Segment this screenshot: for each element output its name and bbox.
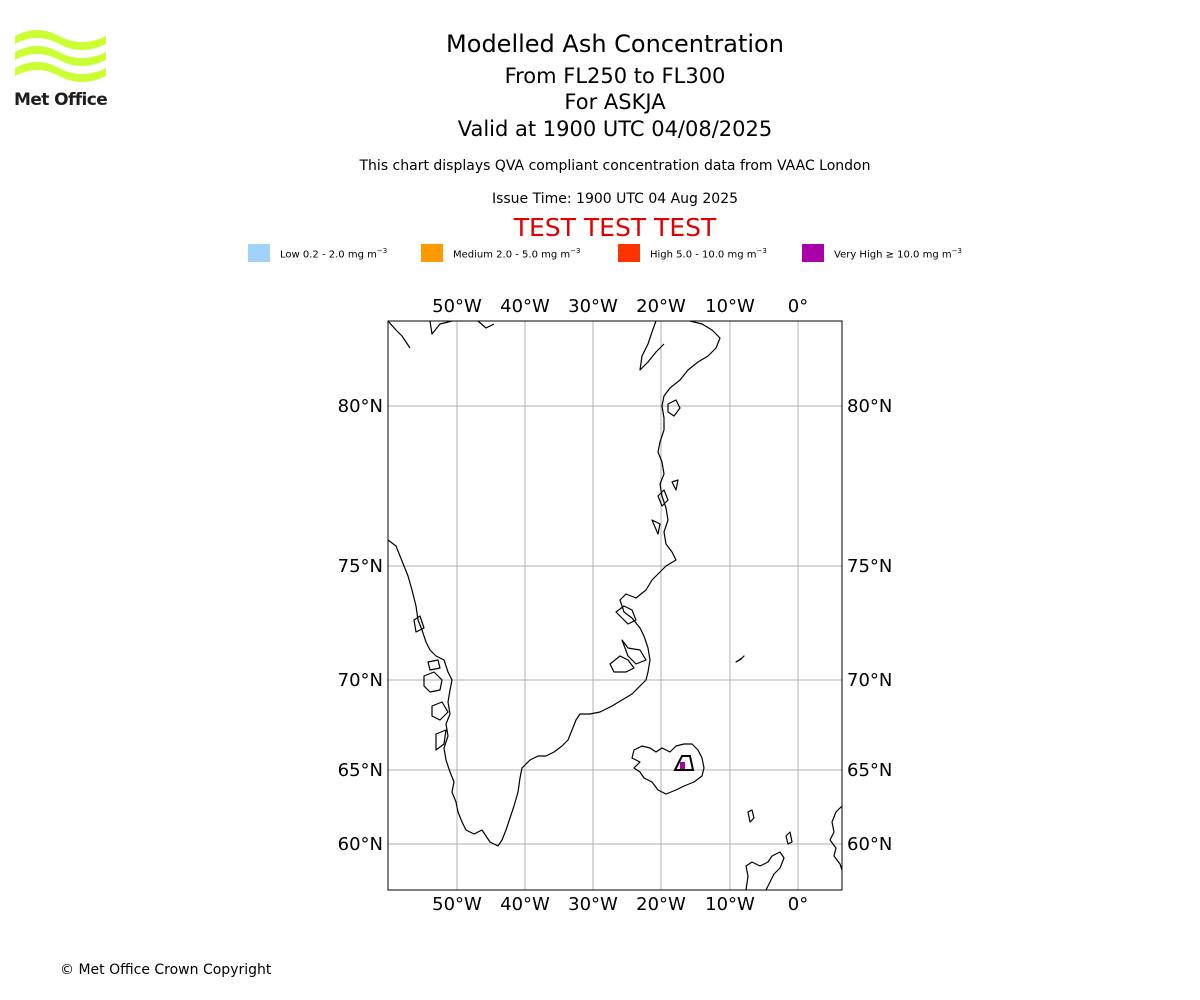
lat-labels-right: 80°N 75°N 70°N 65°N 60°N bbox=[847, 396, 892, 855]
legend-label-low: Low 0.2 - 2.0 mg m bbox=[280, 249, 377, 261]
lon-labels-bottom: 50°W 40°W 30°W 20°W 10°W 0° bbox=[432, 894, 808, 915]
lat-label-right: 70°N bbox=[847, 670, 892, 691]
logo-text: Met Office bbox=[14, 90, 108, 110]
norway-coast bbox=[829, 805, 842, 871]
map-background bbox=[388, 321, 842, 890]
test-banner: TEST TEST TEST bbox=[513, 213, 717, 242]
flight-levels: From FL250 to FL300 bbox=[504, 64, 726, 88]
ash-cloud-very-high bbox=[680, 762, 685, 770]
legend-swatch-high bbox=[618, 244, 640, 262]
legend-unit-exp-very-high: −3 bbox=[951, 247, 962, 255]
lon-label-bottom: 10°W bbox=[705, 894, 755, 915]
copyright-notice: © Met Office Crown Copyright bbox=[60, 962, 272, 978]
map-frame bbox=[387, 320, 843, 891]
lat-label-right: 80°N bbox=[847, 396, 892, 417]
lon-label-top: 50°W bbox=[432, 296, 482, 317]
iceland-coast bbox=[631, 743, 705, 795]
lon-label-top: 20°W bbox=[636, 296, 686, 317]
legend-unit-exp-high: −3 bbox=[756, 247, 767, 255]
lon-labels-top: 50°W 40°W 30°W 20°W 10°W 0° bbox=[432, 296, 808, 317]
met-office-logo: Met Office bbox=[14, 30, 108, 112]
valid-time: Valid at 1900 UTC 04/08/2025 bbox=[457, 117, 773, 141]
legend-label-high: High 5.0 - 10.0 mg m bbox=[650, 249, 757, 261]
lon-label-top: 0° bbox=[788, 296, 808, 317]
legend-swatch-low bbox=[248, 244, 270, 262]
scotland-coast bbox=[745, 851, 785, 890]
lon-label-bottom: 40°W bbox=[500, 894, 550, 915]
chart-title: Modelled Ash Concentration bbox=[446, 30, 784, 58]
lat-label-left: 80°N bbox=[338, 396, 383, 417]
legend-unit-exp-low: −3 bbox=[376, 247, 388, 255]
lon-label-bottom: 20°W bbox=[636, 894, 686, 915]
lon-label-top: 40°W bbox=[500, 296, 550, 317]
greenland-west-coast bbox=[388, 539, 647, 847]
issue-time: Issue Time: 1900 UTC 04 Aug 2025 bbox=[491, 191, 739, 207]
greenland-east-fjords bbox=[609, 399, 681, 673]
greenland-north-coast bbox=[388, 321, 495, 349]
legend-label-medium: Medium 2.0 - 5.0 mg m bbox=[453, 249, 571, 261]
lon-label-bottom: 50°W bbox=[432, 894, 482, 915]
jan-mayen bbox=[735, 655, 745, 663]
lat-label-right: 75°N bbox=[847, 556, 892, 577]
logo-waves-icon bbox=[15, 30, 106, 82]
lon-label-top: 30°W bbox=[568, 296, 618, 317]
lon-label-top: 10°W bbox=[705, 296, 755, 317]
legend-swatch-very-high bbox=[802, 244, 824, 262]
legend-label-very-high: Very High ≥ 10.0 mg m bbox=[834, 249, 952, 261]
lat-label-left: 75°N bbox=[338, 556, 383, 577]
coastlines bbox=[388, 321, 842, 890]
shetland-islands bbox=[785, 831, 793, 845]
chart-description: This chart displays QVA compliant concen… bbox=[359, 158, 871, 174]
legend-swatch-medium bbox=[421, 244, 443, 262]
triangle-icon bbox=[673, 755, 695, 771]
faroe-islands bbox=[747, 809, 755, 823]
lat-label-left: 70°N bbox=[338, 670, 383, 691]
legend-unit-exp-medium: −3 bbox=[570, 247, 581, 255]
lat-labels-left: 80°N 75°N 70°N 65°N 60°N bbox=[338, 396, 383, 855]
lon-label-bottom: 0° bbox=[788, 894, 808, 915]
lon-label-bottom: 30°W bbox=[568, 894, 618, 915]
greenland-east-coast bbox=[619, 321, 721, 681]
greenland-west-islands bbox=[413, 615, 449, 751]
volcano-name: For ASKJA bbox=[564, 90, 666, 114]
lat-label-right: 60°N bbox=[847, 834, 892, 855]
lat-label-left: 65°N bbox=[338, 760, 383, 781]
lat-label-left: 60°N bbox=[338, 834, 383, 855]
lat-label-right: 65°N bbox=[847, 760, 892, 781]
graticule bbox=[388, 321, 842, 890]
